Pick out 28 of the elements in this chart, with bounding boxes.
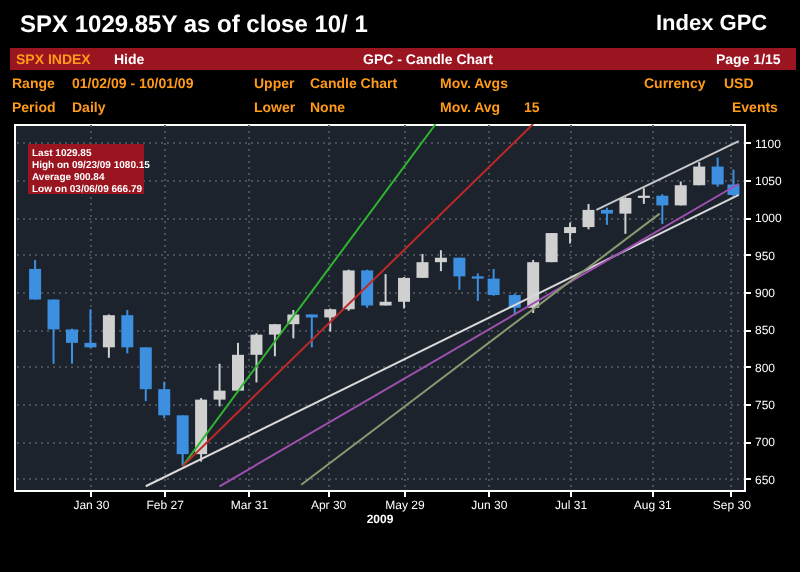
candlestick bbox=[139, 346, 152, 403]
candlestick bbox=[250, 332, 263, 384]
candlestick bbox=[268, 323, 281, 358]
chart-subtitle: SPX 1029.85Y as of close 10/ 1 bbox=[20, 10, 369, 38]
candlestick bbox=[471, 272, 484, 303]
candlestick bbox=[711, 156, 724, 188]
candlestick bbox=[379, 273, 392, 307]
candlestick bbox=[398, 276, 411, 310]
candlestick bbox=[232, 341, 245, 392]
candlestick bbox=[47, 298, 60, 365]
candlestick bbox=[176, 414, 189, 468]
candlestick bbox=[656, 193, 669, 226]
candlestick bbox=[582, 202, 595, 231]
candlestick bbox=[527, 258, 540, 314]
candlestick bbox=[453, 256, 466, 291]
candlestick bbox=[121, 308, 134, 355]
candlestick bbox=[213, 362, 226, 408]
candlestick bbox=[564, 221, 577, 245]
text: Index GPC bbox=[656, 12, 768, 36]
candlestick bbox=[416, 252, 429, 279]
candlestick bbox=[102, 313, 115, 359]
candlestick bbox=[545, 232, 558, 264]
candlestick bbox=[29, 258, 42, 301]
candlestick bbox=[305, 313, 318, 349]
candlestick bbox=[324, 307, 337, 333]
candlestick bbox=[65, 327, 78, 365]
candlestick bbox=[487, 267, 500, 297]
candlestick bbox=[158, 380, 171, 420]
